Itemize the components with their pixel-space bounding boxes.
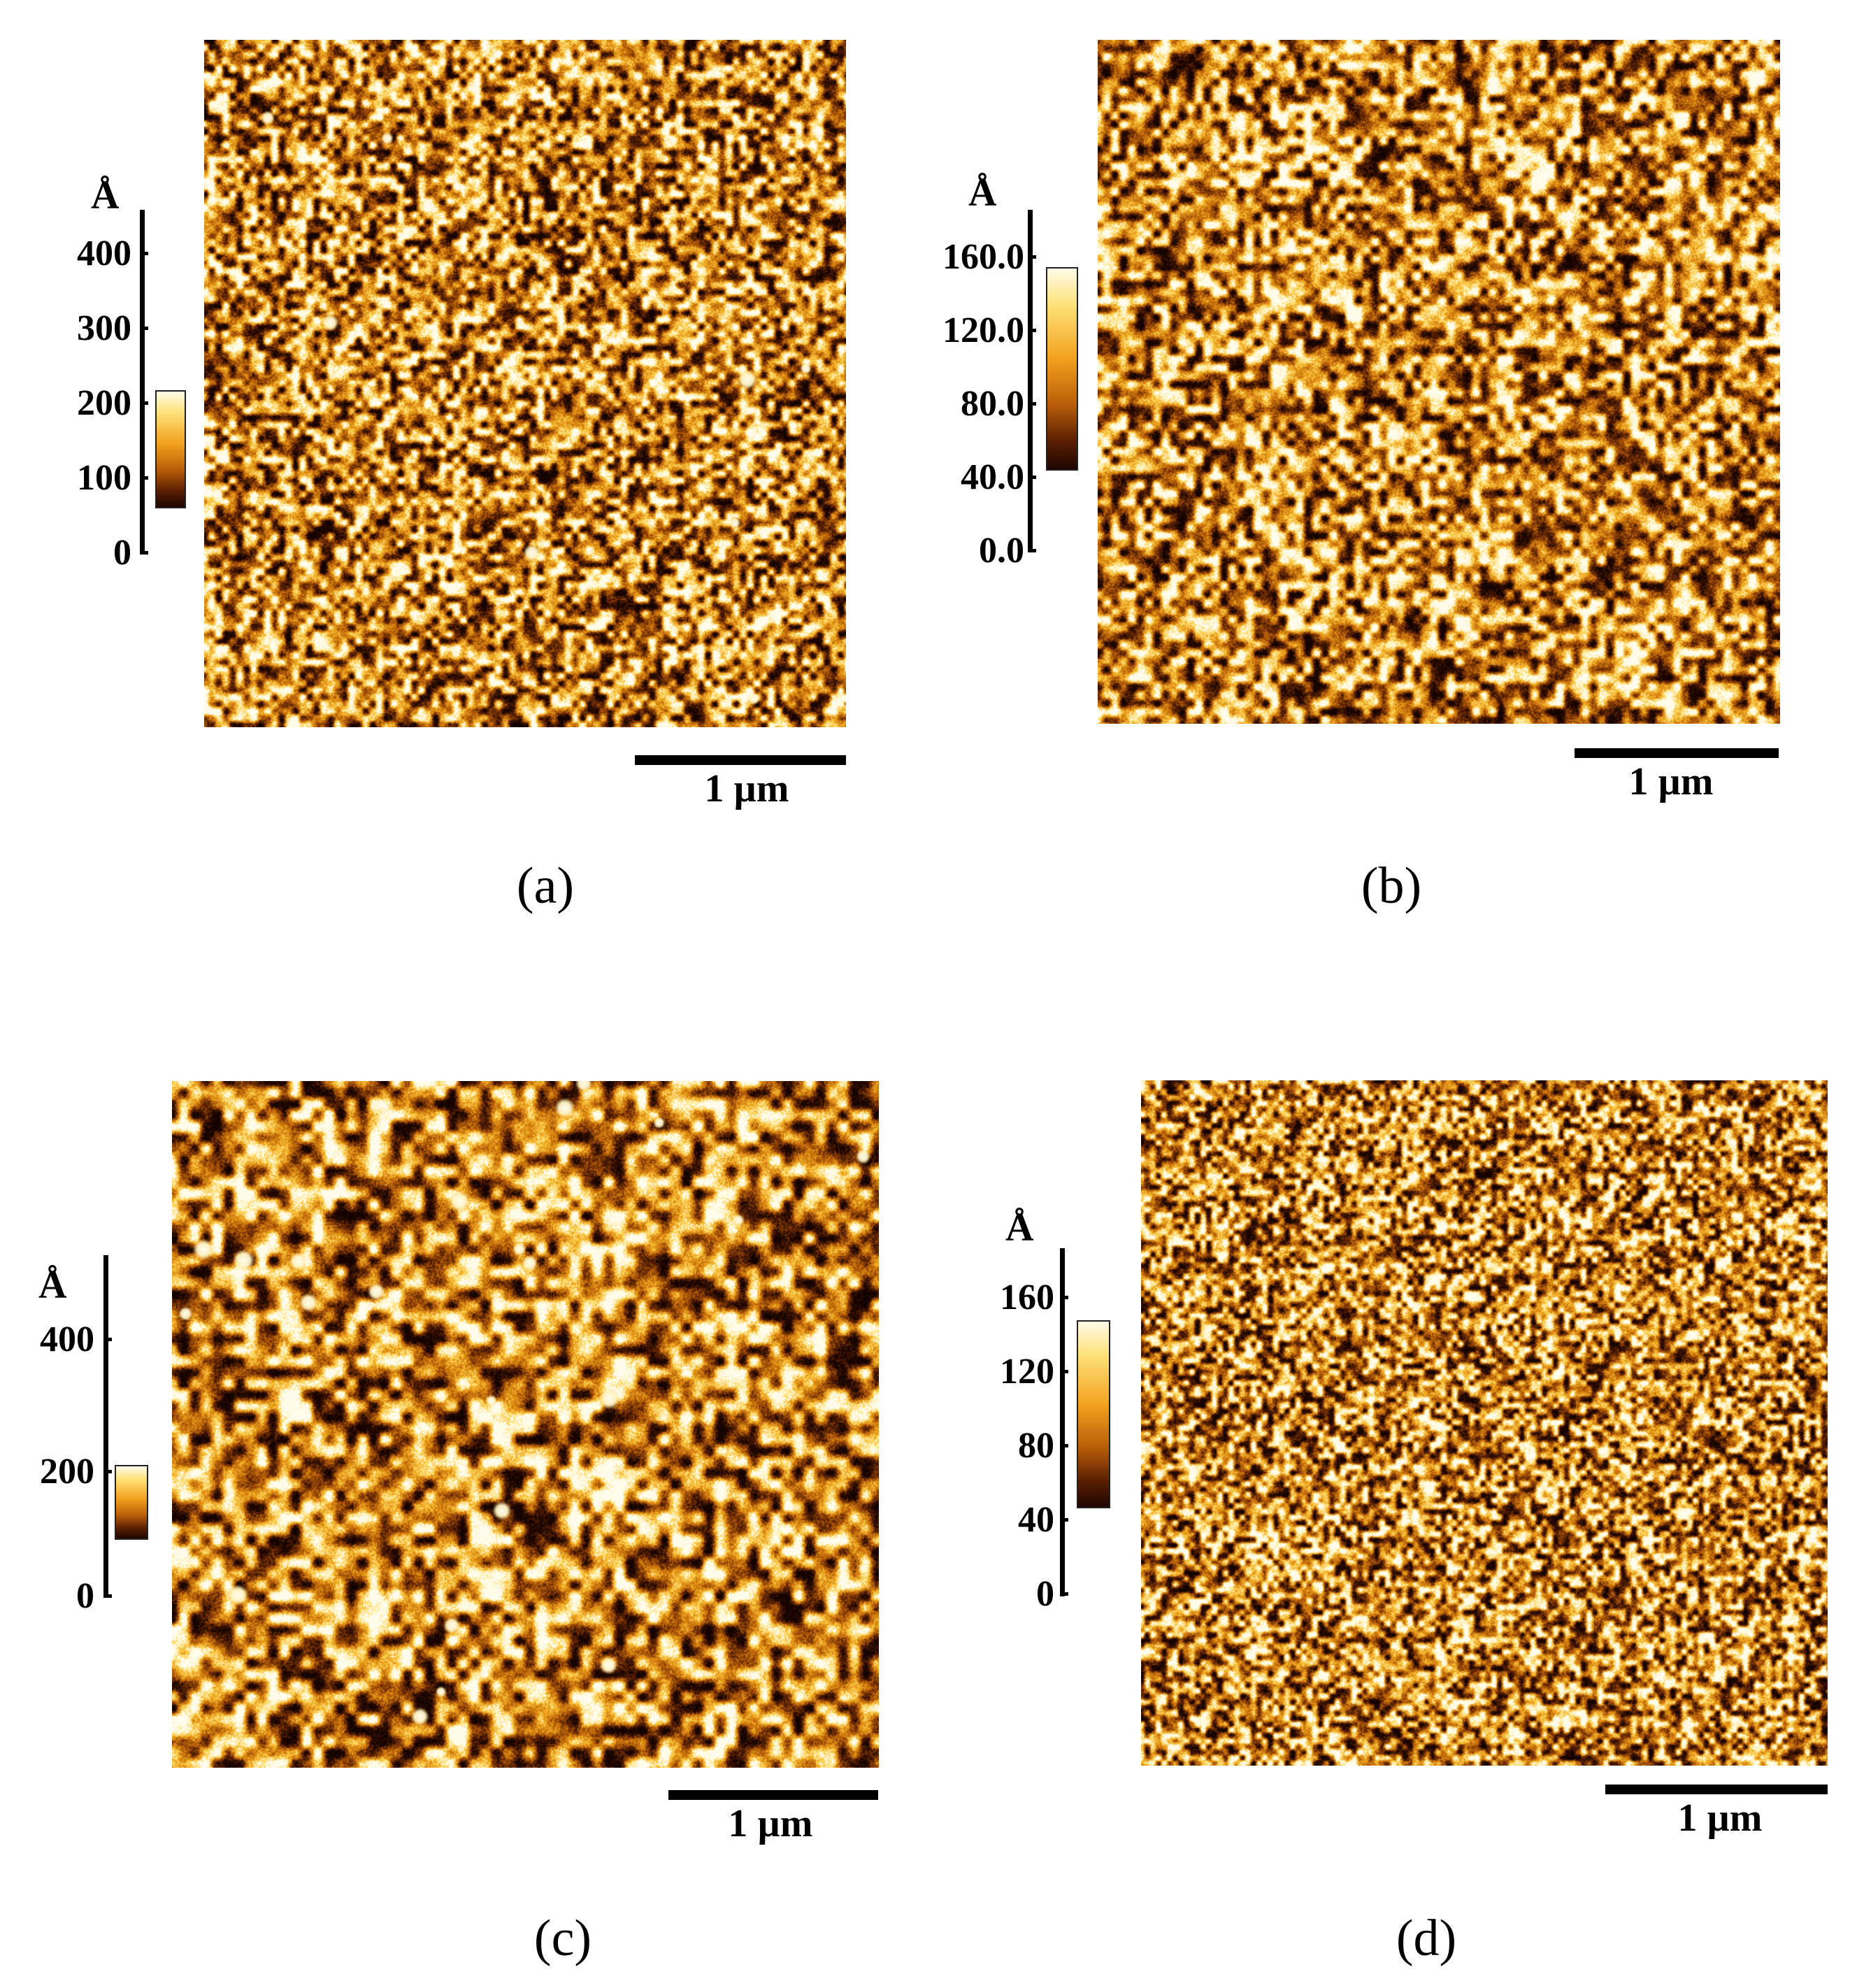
axis-tick-label: 120: [1000, 1352, 1054, 1392]
unit-label-c: Å: [38, 1264, 67, 1307]
afm-image-d: [1141, 1080, 1828, 1766]
axis-tick: [1028, 549, 1036, 552]
panel-caption-d: (d): [1396, 1910, 1457, 1967]
axis-tick: [140, 252, 148, 255]
axis-tick: [1028, 475, 1036, 479]
height-colorbar-a: [155, 390, 186, 508]
axis-tick: [140, 551, 148, 555]
axis-tick: [103, 1470, 112, 1473]
axis-tick-label: 0: [113, 533, 131, 573]
axis-tick: [140, 401, 148, 405]
scale-bar-c: [668, 1790, 878, 1800]
axis-tick-label: 400: [40, 1320, 94, 1359]
axis-tick-label: 160: [1000, 1278, 1054, 1317]
axis-tick: [140, 476, 148, 480]
scale-bar-label-c: 1 µm: [728, 1802, 813, 1845]
axis-tick: [1060, 1518, 1068, 1522]
axis-tick: [1028, 329, 1036, 332]
axis-tick-label: 200: [40, 1452, 94, 1492]
afm-image-a: [204, 40, 846, 727]
height-colorbar-d: [1077, 1320, 1110, 1508]
axis-tick: [1060, 1296, 1068, 1299]
panel-caption-b: (b): [1361, 857, 1422, 915]
axis-tick-label: 200: [77, 383, 131, 423]
axis-tick: [1028, 402, 1036, 406]
axis-tick-label: 160.0: [942, 237, 1024, 277]
height-colorbar-c: [115, 1465, 148, 1540]
axis-tick-label: 120.0: [942, 310, 1024, 350]
height-axis-b: [1028, 210, 1033, 552]
axis-tick-label: 100: [77, 458, 131, 498]
height-colorbar-b: [1046, 267, 1078, 471]
scale-bar-d: [1605, 1785, 1828, 1794]
panel-caption-c: (c): [533, 1910, 592, 1967]
scale-bar-label-b: 1 µm: [1628, 760, 1714, 803]
scale-bar-label-d: 1 µm: [1677, 1796, 1763, 1840]
axis-tick-label: 0: [1036, 1574, 1054, 1614]
height-axis-c: [103, 1255, 108, 1598]
axis-tick: [1060, 1444, 1068, 1447]
panel-caption-a: (a): [516, 857, 575, 915]
unit-label-a: Å: [91, 174, 120, 217]
unit-label-b: Å: [968, 171, 997, 215]
afm-image-b: [1098, 40, 1780, 724]
axis-tick-label: 0.0: [979, 531, 1024, 571]
axis-tick-label: 0: [76, 1576, 94, 1616]
scale-bar-b: [1575, 748, 1779, 758]
axis-tick-label: 300: [77, 308, 131, 348]
height-axis-a: [140, 210, 145, 554]
axis-tick-label: 400: [77, 234, 131, 273]
axis-tick-label: 80: [1018, 1426, 1054, 1466]
axis-tick: [1060, 1370, 1068, 1373]
axis-tick: [103, 1594, 112, 1598]
scale-bar-a: [635, 755, 846, 765]
scale-bar-label-a: 1 µm: [704, 767, 789, 810]
axis-tick-label: 40: [1018, 1500, 1054, 1540]
axis-tick: [1060, 1592, 1068, 1596]
unit-label-d: Å: [1005, 1206, 1034, 1250]
axis-tick: [140, 327, 148, 330]
axis-tick-label: 40.0: [961, 457, 1024, 497]
afm-image-c: [172, 1081, 879, 1768]
axis-tick: [103, 1338, 112, 1341]
axis-tick: [1028, 255, 1036, 259]
height-axis-d: [1060, 1248, 1065, 1596]
axis-tick-label: 80.0: [961, 384, 1024, 424]
